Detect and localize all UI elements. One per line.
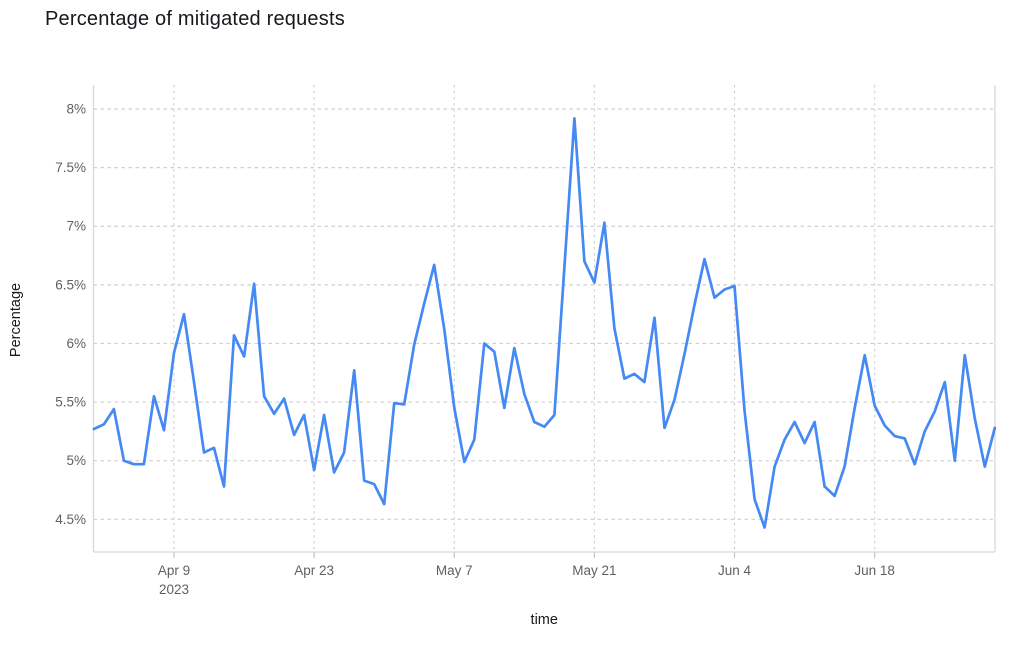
axis-labels: 8% 7.5% 7% 6.5% 6% 5.5% 5% 4.5% Apr 9 2023 Apr 23 M… (8, 102, 895, 629)
y-tick-label: 7% (66, 219, 86, 234)
y-axis-title: Percentage (8, 283, 24, 357)
plot-area[interactable] (94, 85, 996, 552)
y-tick-label: 7.5% (55, 160, 86, 175)
series-line-mitigated-percentage[interactable] (92, 117, 997, 529)
x-tick-label: Jun 4 (718, 563, 752, 578)
x-tick-label: Apr 9 (158, 563, 190, 578)
axes (92, 85, 996, 558)
x-tick-label: Jun 18 (854, 563, 895, 578)
x-tick-label: Apr 23 (294, 563, 334, 578)
chart-title: Percentage of mitigated requests (45, 8, 345, 30)
y-tick-label: 8% (66, 102, 86, 117)
x-tick-label: May 7 (436, 563, 473, 578)
x-tick-label: May 21 (572, 563, 616, 578)
y-tick-label: 5% (66, 453, 86, 468)
x-tick-sublabel: 2023 (159, 582, 189, 597)
y-tick-label: 5.5% (55, 395, 86, 410)
y-tick-label: 6.5% (55, 277, 86, 292)
y-tick-label: 4.5% (55, 512, 86, 527)
y-tick-label: 6% (66, 336, 86, 351)
x-axis-title: time (531, 612, 558, 628)
